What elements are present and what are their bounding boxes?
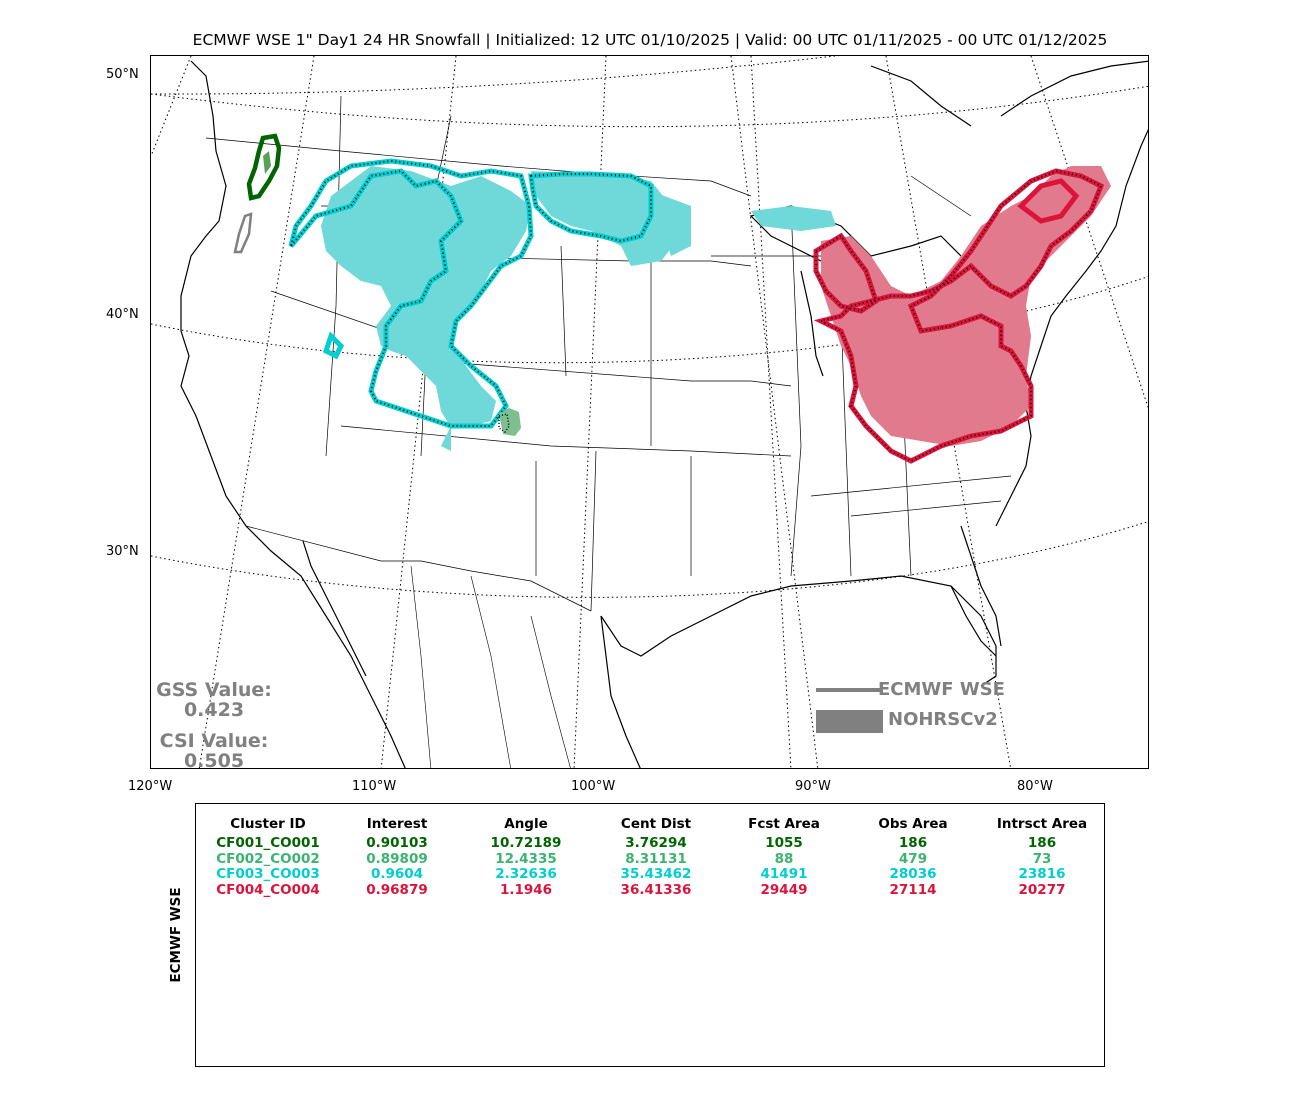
map-title: ECMWF WSE 1" Day1 24 HR Snowfall | Initi… xyxy=(192,31,1108,49)
cell-interest: 0.9604 xyxy=(370,866,424,883)
florida xyxy=(950,585,997,657)
baja xyxy=(302,540,367,677)
coastline xyxy=(180,60,1148,768)
cell-cent-dist: 3.76294 xyxy=(625,835,687,851)
cell-cluster-id: CF002_CO002 xyxy=(216,850,320,867)
cf001-forecast xyxy=(246,133,282,201)
gss-label: GSS Value: xyxy=(156,679,272,701)
cell-fcst-area: 41491 xyxy=(760,866,808,883)
header-fcst-area: Fcst Area xyxy=(748,816,820,832)
cell-fcst-area: 1055 xyxy=(765,835,803,851)
lake-michigan xyxy=(800,270,824,377)
cell-angle: 2.32636 xyxy=(495,866,557,883)
cell-obs-area: 186 xyxy=(898,835,928,851)
cell-intrsct-area: 20277 xyxy=(1018,882,1066,899)
cell-cent-dist: 8.31131 xyxy=(625,850,687,867)
parallel-45n xyxy=(151,85,1148,128)
cell-interest: 0.89809 xyxy=(366,850,428,867)
cell-cluster-id: CF001_CO001 xyxy=(216,835,320,851)
cf001-observed xyxy=(263,151,271,174)
cell-fcst-area: 29449 xyxy=(760,882,808,899)
us-canada-border xyxy=(205,137,752,197)
cf003-forecast-dots xyxy=(290,159,652,427)
cf001-cluster xyxy=(246,133,282,201)
lat-label-50n: 50°N xyxy=(106,67,139,82)
lon-label-110w: 110°W xyxy=(352,779,397,794)
lon-label-100w: 100°W xyxy=(571,779,616,794)
cf004-observed xyxy=(821,166,1111,446)
cell-interest: 0.96879 xyxy=(366,882,428,899)
legend-observed-patch xyxy=(816,710,883,733)
cell-cluster-id: CF004_CO004 xyxy=(216,882,320,899)
cf004-forecast-dots xyxy=(815,169,1103,463)
cell-angle: 1.1946 xyxy=(499,882,553,899)
meridian-120w xyxy=(151,56,192,157)
header-interest: Interest xyxy=(366,816,428,832)
lat-label-30n: 30°N xyxy=(106,544,139,559)
header-obs-area: Obs Area xyxy=(878,816,948,832)
cf002-forecast xyxy=(498,413,510,434)
legend-forecast-label: ECMWF WSE xyxy=(878,679,1005,700)
mexico-states xyxy=(410,565,571,768)
us-mexico-border xyxy=(245,525,592,612)
east-coast xyxy=(995,128,1148,527)
canada-coast xyxy=(1000,60,1148,117)
cell-obs-area: 27114 xyxy=(889,882,937,899)
lon-label-80w: 80°W xyxy=(1017,779,1053,794)
parallel-50n xyxy=(151,56,840,95)
header-cent-dist: Cent Dist xyxy=(620,816,692,832)
lon-label-120w: 120°W xyxy=(128,779,173,794)
lon-label-90w: 90°W xyxy=(795,779,831,794)
cf002-observed xyxy=(499,408,521,436)
csi-value: 0.505 xyxy=(183,750,245,772)
cell-intrsct-area: 73 xyxy=(1032,850,1052,867)
unmatched-forecast-object xyxy=(233,212,253,254)
legend-observed-label: NOHRSCv2 xyxy=(888,709,998,730)
cell-obs-area: 28036 xyxy=(889,866,937,883)
cell-angle: 10.72189 xyxy=(490,835,562,851)
cell-fcst-area: 88 xyxy=(774,850,794,867)
header-intrsct-area: Intrsct Area xyxy=(996,816,1088,832)
header-cluster-id: Cluster ID xyxy=(230,816,306,832)
gss-value: 0.423 xyxy=(183,699,245,721)
meridian-105w xyxy=(573,56,607,768)
map-frame xyxy=(150,55,1149,769)
meridian-95w xyxy=(730,56,819,768)
cell-interest: 0.90103 xyxy=(366,835,428,851)
mexico-gulf xyxy=(600,615,641,768)
table-side-label: ECMWF WSE xyxy=(168,887,184,983)
cell-cent-dist: 35.43462 xyxy=(620,866,692,883)
cell-angle: 12.4335 xyxy=(495,850,557,867)
lat-label-40n: 40°N xyxy=(106,307,139,322)
cf002-cluster xyxy=(498,408,521,436)
cell-intrsct-area: 186 xyxy=(1027,835,1057,851)
meridian-100w xyxy=(750,56,792,768)
florida-peninsula xyxy=(960,525,1002,647)
cell-cluster-id: CF003_CO003 xyxy=(216,866,320,883)
header-angle: Angle xyxy=(504,816,548,832)
gulf-coast xyxy=(600,575,997,687)
state-borders xyxy=(205,95,1012,612)
parallel-35n xyxy=(151,521,1148,598)
csi-label: CSI Value: xyxy=(159,730,269,752)
hudson xyxy=(870,65,972,127)
cell-cent-dist: 36.41336 xyxy=(620,882,692,899)
cell-intrsct-area: 23816 xyxy=(1018,866,1066,883)
cf003-observed xyxy=(321,166,836,451)
cluster-stats-table: Cluster ID Interest Angle Cent Dist Fcst… xyxy=(195,803,1105,1067)
snowfall-map xyxy=(151,56,1148,768)
west-coast xyxy=(180,60,406,768)
meridian-85w xyxy=(1030,56,1148,409)
cell-obs-area: 479 xyxy=(898,850,928,867)
